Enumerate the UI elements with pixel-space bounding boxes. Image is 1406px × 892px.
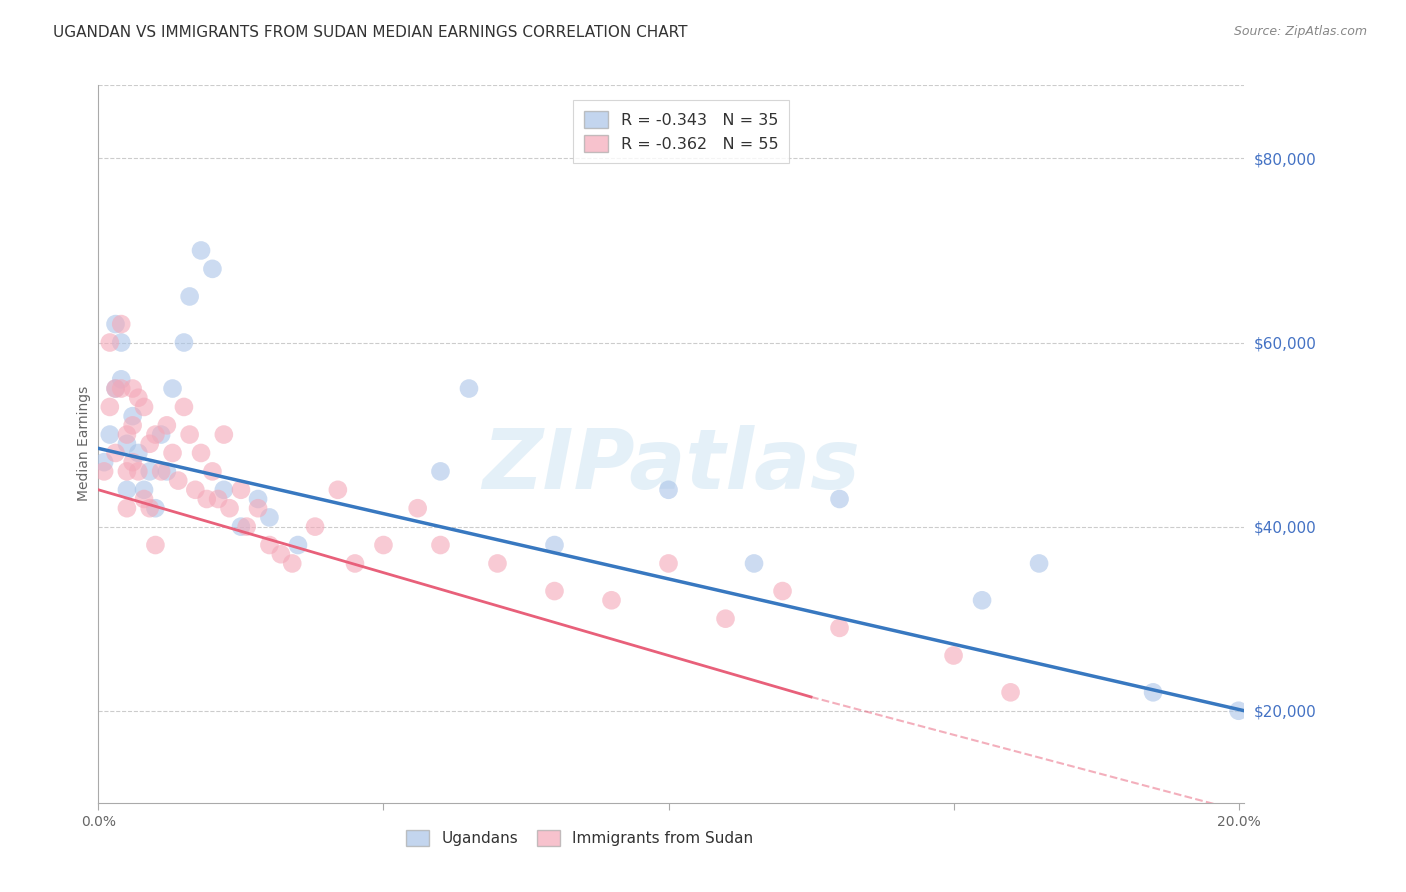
Point	[104, 317, 127, 331]
Point	[162, 382, 184, 396]
Point	[179, 289, 201, 303]
Point	[150, 427, 173, 442]
Point	[1028, 557, 1050, 571]
Point	[162, 446, 184, 460]
Point	[184, 483, 207, 497]
Point	[132, 400, 155, 414]
Point	[179, 427, 201, 442]
Point	[138, 464, 160, 478]
Point	[429, 464, 451, 478]
Point	[190, 446, 212, 460]
Point	[259, 510, 281, 524]
Point	[110, 335, 132, 350]
Legend: Ugandans, Immigrants from Sudan: Ugandans, Immigrants from Sudan	[401, 823, 759, 853]
Point	[1142, 685, 1164, 699]
Point	[600, 593, 623, 607]
Point	[304, 519, 326, 533]
Text: UGANDAN VS IMMIGRANTS FROM SUDAN MEDIAN EARNINGS CORRELATION CHART: UGANDAN VS IMMIGRANTS FROM SUDAN MEDIAN …	[53, 25, 688, 40]
Point	[132, 491, 155, 506]
Point	[406, 501, 429, 516]
Point	[281, 557, 304, 571]
Point	[145, 501, 167, 516]
Point	[115, 464, 138, 478]
Point	[121, 455, 143, 469]
Point	[127, 446, 149, 460]
Point	[373, 538, 395, 552]
Point	[145, 427, 167, 442]
Text: ZIPatlas: ZIPatlas	[482, 425, 860, 506]
Point	[218, 501, 240, 516]
Point	[259, 538, 281, 552]
Point	[150, 464, 173, 478]
Point	[173, 400, 195, 414]
Text: Source: ZipAtlas.com: Source: ZipAtlas.com	[1233, 25, 1367, 38]
Point	[970, 593, 993, 607]
Point	[201, 261, 224, 276]
Point	[828, 491, 851, 506]
Point	[657, 483, 679, 497]
Point	[543, 538, 565, 552]
Point	[229, 519, 252, 533]
Point	[121, 418, 143, 433]
Point	[287, 538, 309, 552]
Point	[657, 557, 679, 571]
Point	[138, 437, 160, 451]
Point	[104, 382, 127, 396]
Point	[1000, 685, 1022, 699]
Point	[93, 464, 115, 478]
Y-axis label: Median Earnings: Median Earnings	[77, 386, 91, 501]
Point	[207, 491, 229, 506]
Point	[110, 372, 132, 386]
Point	[429, 538, 451, 552]
Point	[156, 464, 179, 478]
Point	[195, 491, 218, 506]
Point	[247, 491, 270, 506]
Point	[714, 612, 737, 626]
Point	[828, 621, 851, 635]
Point	[343, 557, 366, 571]
Point	[115, 483, 138, 497]
Point	[229, 483, 252, 497]
Point	[104, 446, 127, 460]
Point	[212, 427, 235, 442]
Point	[1227, 704, 1250, 718]
Point	[98, 335, 121, 350]
Point	[942, 648, 965, 663]
Point	[138, 501, 160, 516]
Point	[173, 335, 195, 350]
Point	[98, 427, 121, 442]
Point	[115, 501, 138, 516]
Point	[543, 584, 565, 599]
Point	[270, 547, 292, 561]
Point	[115, 427, 138, 442]
Point	[110, 382, 132, 396]
Point	[458, 382, 481, 396]
Point	[132, 483, 155, 497]
Point	[98, 400, 121, 414]
Point	[742, 557, 765, 571]
Point	[156, 418, 179, 433]
Point	[235, 519, 257, 533]
Point	[115, 437, 138, 451]
Point	[104, 382, 127, 396]
Point	[326, 483, 349, 497]
Point	[121, 382, 143, 396]
Point	[247, 501, 270, 516]
Point	[93, 455, 115, 469]
Point	[212, 483, 235, 497]
Point	[110, 317, 132, 331]
Point	[127, 391, 149, 405]
Point	[486, 557, 509, 571]
Point	[127, 464, 149, 478]
Point	[145, 538, 167, 552]
Point	[121, 409, 143, 424]
Point	[167, 474, 190, 488]
Point	[201, 464, 224, 478]
Point	[772, 584, 794, 599]
Point	[190, 244, 212, 258]
